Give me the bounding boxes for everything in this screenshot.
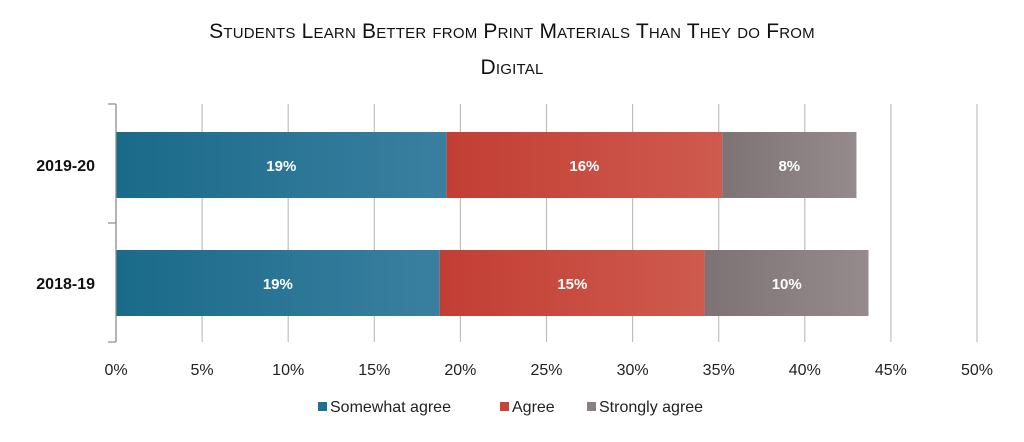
bar-segment (116, 132, 447, 198)
data-label: 15% (557, 276, 587, 293)
x-tick-label: 10% (272, 362, 304, 379)
chart-title-line-2: Digital (480, 56, 544, 79)
bar-segment (704, 250, 869, 316)
bar-segment (446, 132, 723, 198)
category-label: 2018-19 (36, 276, 95, 293)
x-tick-label: 30% (617, 362, 649, 379)
chart-title: Students Learn Better from Print Materia… (0, 14, 1024, 86)
legend-label: Somewhat agree (330, 399, 451, 416)
chart-title-line-1: Students Learn Better from Print Materia… (209, 20, 815, 43)
data-label: 19% (263, 276, 293, 293)
legend-swatch (587, 402, 596, 411)
data-label: 8% (778, 158, 800, 175)
x-tick-label: 0% (104, 362, 127, 379)
x-tick-label: 50% (961, 362, 993, 379)
x-tick-label: 40% (789, 362, 821, 379)
legend-label: Strongly agree (599, 399, 703, 416)
x-tick-label: 45% (875, 362, 907, 379)
bar-segment (116, 250, 440, 316)
bar-segment (722, 132, 857, 198)
bar-segment (439, 250, 705, 316)
data-label: 16% (569, 158, 599, 175)
x-tick-label: 5% (191, 362, 214, 379)
legend-swatch (500, 402, 509, 411)
data-label: 19% (266, 158, 296, 175)
data-label: 10% (772, 276, 802, 293)
category-label: 2019-20 (36, 158, 95, 175)
x-tick-label: 15% (358, 362, 390, 379)
legend-label: Agree (512, 399, 555, 416)
x-tick-label: 20% (444, 362, 476, 379)
x-tick-label: 35% (703, 362, 735, 379)
legend-swatch (318, 402, 327, 411)
x-tick-label: 25% (530, 362, 562, 379)
